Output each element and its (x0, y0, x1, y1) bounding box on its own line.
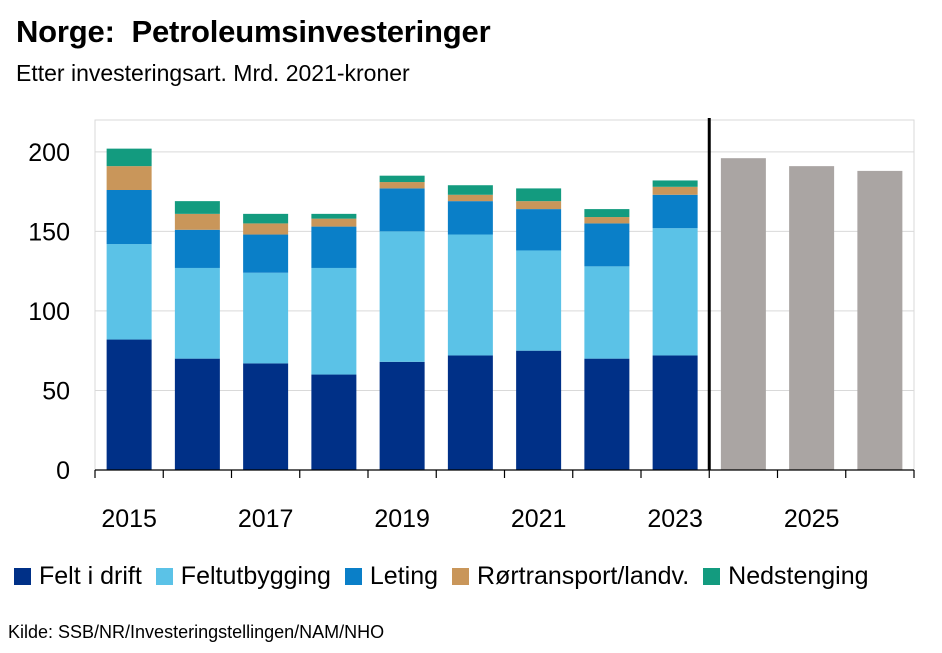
bar-segment-2015-s0 (106, 339, 152, 470)
bar-segment-2018-s4 (311, 213, 357, 219)
bar-segment-2020-s1 (447, 234, 493, 356)
bar-segment-2023-s4 (652, 180, 698, 187)
legend-swatch-feltutbygging (155, 568, 173, 585)
legend-label-feltutbygging: Feltutbygging (180, 562, 331, 590)
bar-segment-2019-s3 (379, 182, 425, 189)
legend-item-feltutbygging: Feltutbygging (155, 562, 331, 591)
bar-segment-2019-s2 (379, 188, 425, 232)
bar-segment-2019-s1 (379, 231, 425, 362)
bar-segment-2017-s0 (243, 363, 289, 470)
bar-segment-2017-s2 (243, 234, 289, 273)
bar-segment-2023-s3 (652, 186, 698, 195)
legend-item-nedstenging: Nedstenging (703, 562, 869, 591)
y-tick-label-100: 100 (28, 298, 70, 326)
legend-label-rortransport: Rørtransport/landv. (477, 562, 690, 590)
bar-segment-2023-s2 (652, 194, 698, 229)
bar-segment-2015-s3 (106, 166, 152, 190)
bar-segment-2016-s1 (174, 267, 220, 359)
forecast-bar-2024 (720, 158, 766, 470)
stacked-bar-chart: 0 50 100 150 200 2015 2017 2019 2021 2023 2025 (28, 118, 915, 533)
bar-segment-2019-s4 (379, 175, 425, 183)
y-tick-label-0: 0 (56, 457, 70, 485)
legend-swatch-leting (344, 568, 362, 585)
legend-swatch-rortransport (452, 568, 470, 585)
bar-segment-2015-s1 (106, 244, 152, 340)
bar-segment-2016-s4 (174, 201, 220, 214)
bar-segment-2019-s0 (379, 361, 425, 470)
y-tick-label-50: 50 (42, 377, 70, 405)
legend: Felt i drift Feltutbygging Leting Rørtra… (14, 562, 883, 591)
bar-segment-2016-s2 (174, 229, 220, 268)
bar-segment-2017-s3 (243, 223, 289, 235)
x-tick-label-2021: 2021 (511, 505, 567, 533)
bar-segment-2023-s1 (652, 228, 698, 356)
bar-segment-2022-s1 (584, 266, 630, 359)
bar-segment-2021-s3 (516, 201, 562, 210)
bar-segment-2021-s1 (516, 250, 562, 351)
x-tick-label-2019: 2019 (374, 505, 430, 533)
bar-segment-2020-s0 (447, 355, 493, 470)
bar-segment-2022-s0 (584, 358, 630, 470)
bar-segment-2020-s3 (447, 194, 493, 202)
bar-segment-2015-s2 (106, 190, 152, 245)
bar-segment-2021-s0 (516, 350, 562, 470)
x-tick-label-2015: 2015 (101, 505, 157, 533)
x-tick-label-2023: 2023 (647, 505, 703, 533)
bar-segment-2020-s2 (447, 201, 493, 235)
legend-swatch-nedstenging (703, 568, 721, 585)
bar-segment-2018-s2 (311, 226, 357, 268)
legend-item-felt-i-drift: Felt i drift (14, 562, 142, 591)
legend-label-leting: Leting (369, 562, 439, 590)
chart-title: Norge: Petroleumsinvesteringer (16, 14, 491, 49)
forecast-bar-2026 (857, 170, 903, 470)
bar-segment-2022-s4 (584, 209, 630, 218)
legend-item-rortransport: Rørtransport/landv. (452, 562, 689, 591)
bar-segment-2023-s0 (652, 355, 698, 470)
bar-segment-2017-s1 (243, 272, 289, 364)
legend-item-leting: Leting (344, 562, 439, 591)
y-tick-label-200: 200 (28, 139, 70, 167)
forecast-bar-2025 (789, 166, 835, 471)
bar-segment-2020-s4 (447, 185, 493, 195)
legend-label-felt-i-drift: Felt i drift (39, 562, 142, 590)
legend-swatch-felt-i-drift (14, 568, 31, 585)
bar-segment-2018-s0 (311, 374, 357, 470)
chart-subtitle: Etter investeringsart. Mrd. 2021-kroner (16, 60, 410, 86)
bar-segment-2016-s3 (174, 213, 220, 230)
source-note: Kilde: SSB/NR/Investeringstellingen/NAM/… (8, 622, 385, 642)
bar-segment-2016-s0 (174, 358, 220, 470)
bar-segment-2015-s4 (106, 148, 152, 167)
legend-label-nedstenging: Nedstenging (728, 562, 869, 590)
y-tick-label-150: 150 (28, 218, 70, 246)
bar-segment-2018-s1 (311, 267, 357, 375)
bar-segment-2022-s2 (584, 223, 630, 267)
bar-segment-2021-s4 (516, 188, 562, 202)
bar-segment-2021-s2 (516, 209, 562, 251)
bar-segment-2022-s3 (584, 217, 630, 224)
bar-segment-2017-s4 (243, 213, 289, 224)
x-tick-label-2025: 2025 (784, 505, 840, 533)
x-tick-label-2017: 2017 (238, 505, 294, 533)
bar-segment-2018-s3 (311, 218, 357, 227)
